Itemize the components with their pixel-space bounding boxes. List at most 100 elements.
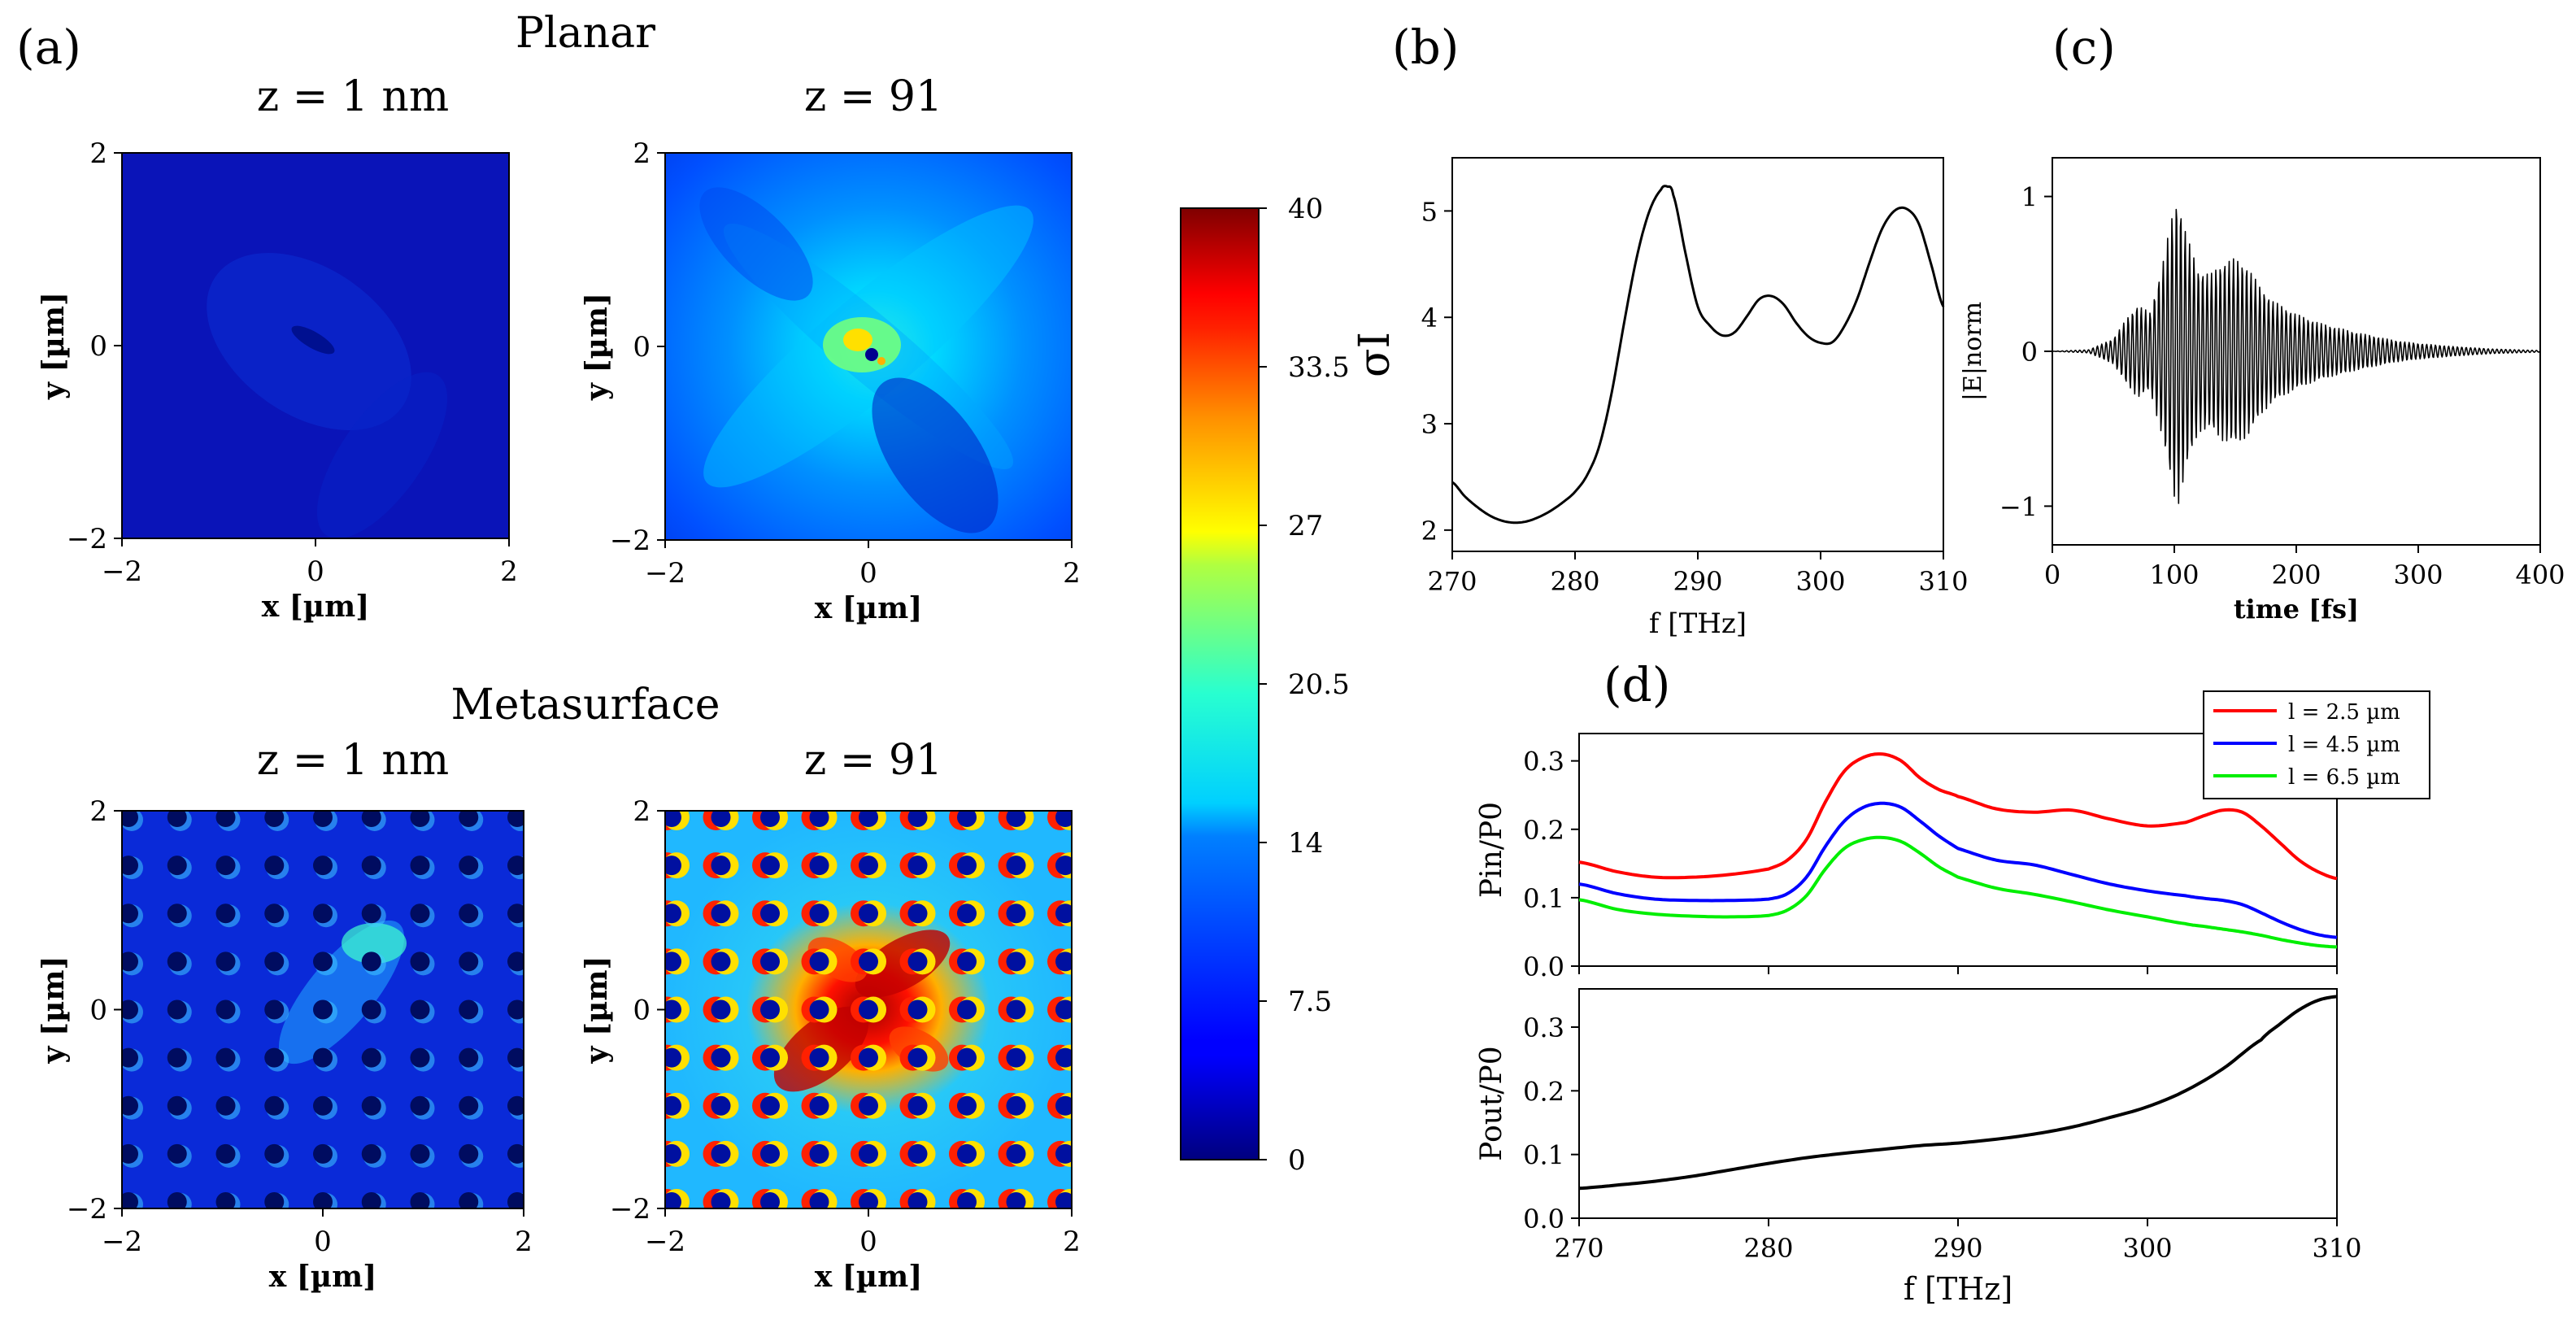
hole	[507, 999, 524, 1020]
hole	[1006, 903, 1026, 924]
map-planar-low	[122, 153, 509, 538]
x-axis-label: f [THz]	[1649, 607, 1747, 640]
hole	[215, 999, 236, 1020]
y-axis-label-top: Pin/P0	[1475, 802, 1508, 898]
x-tick-label: 300	[2122, 1233, 2172, 1264]
y-tick-label: 0	[633, 331, 651, 364]
hole	[215, 903, 236, 924]
hole	[957, 1192, 977, 1208]
hole	[215, 1192, 236, 1208]
hole	[410, 903, 430, 924]
hole	[957, 811, 977, 827]
hole	[809, 1143, 829, 1164]
hole	[361, 1095, 381, 1116]
hole	[167, 1095, 187, 1116]
y-tick-label: 0.2	[1523, 815, 1564, 846]
y-axis-label-bottom: Pout/P0	[1475, 1046, 1508, 1160]
hole	[167, 856, 187, 876]
hole	[957, 999, 977, 1020]
hole	[907, 1095, 928, 1116]
x-tick-label: 270	[1427, 566, 1477, 597]
y-axis-label: y [µm]	[37, 292, 71, 400]
hole	[264, 1143, 285, 1164]
hole	[410, 856, 430, 876]
y-axis-label: y [µm]	[37, 956, 71, 1065]
hole	[760, 1047, 780, 1068]
hole	[957, 903, 977, 924]
metasurface-title: Metasurface	[450, 681, 720, 729]
hole	[859, 811, 878, 827]
plot-frame	[1451, 157, 1944, 552]
y-tick-label: 0.1	[1523, 1140, 1564, 1171]
hole	[760, 999, 780, 1020]
hole	[313, 1143, 333, 1164]
hole	[907, 1143, 928, 1164]
hole	[167, 1143, 187, 1164]
x-tick-label: 290	[1933, 1233, 1982, 1264]
hole	[313, 999, 333, 1020]
y-tick-label: 0.1	[1523, 883, 1564, 914]
hole	[410, 1095, 430, 1116]
hole	[264, 999, 285, 1020]
y-tick-label: 3	[1421, 409, 1438, 440]
hole	[957, 1095, 977, 1116]
x-tick-label: 280	[1550, 566, 1599, 597]
hole	[264, 811, 285, 827]
x-tick-label: 290	[1673, 566, 1722, 597]
y-tick-label: 0	[89, 330, 107, 363]
hole	[665, 1047, 681, 1068]
hole	[711, 1192, 731, 1208]
panel-label-b: (b)	[1392, 20, 1459, 75]
panel-label-d: (d)	[1603, 657, 1670, 712]
sigma-line	[1451, 185, 1945, 525]
hole	[122, 903, 138, 924]
hole	[1006, 811, 1026, 827]
y-tick-label: 5	[1421, 196, 1438, 227]
plot-frame	[1578, 988, 2338, 1219]
y-tick-label: 0.0	[1523, 1204, 1564, 1234]
colorbar-tick-label: 7.5	[1288, 986, 1332, 1018]
hole	[507, 1047, 524, 1068]
hole	[215, 856, 236, 876]
hole	[459, 811, 479, 827]
hole	[410, 999, 430, 1020]
hole	[459, 999, 479, 1020]
y-tick-label: 0	[633, 995, 651, 1027]
map-title-meta-low: z = 1 nm	[257, 736, 449, 785]
x-tick-label: −2	[102, 1226, 142, 1258]
hole	[665, 999, 681, 1020]
hole	[711, 811, 731, 827]
colorbar: 40 33.5 27 20.5 14 7.5 0	[1180, 193, 1350, 1177]
hole	[907, 856, 928, 876]
hole	[760, 811, 780, 827]
hole	[665, 856, 681, 876]
hole	[122, 1047, 138, 1068]
hole	[760, 1095, 780, 1116]
pin-series-0	[1578, 752, 2338, 881]
hole	[313, 1047, 333, 1068]
x-tick-label: 2	[1063, 557, 1081, 590]
hole	[361, 856, 381, 876]
hole	[1055, 1143, 1072, 1164]
chart-b: 270 280 290 300 310 2 3 4 5 f [THz] σI	[1351, 157, 1969, 640]
hole	[507, 1143, 524, 1164]
hole	[264, 1095, 285, 1116]
hole	[459, 856, 479, 876]
map-planar-high	[665, 153, 1072, 540]
map-meta-high	[665, 811, 1072, 1208]
pin-series-1	[1578, 801, 2338, 939]
x-axis-label: x [µm]	[269, 1260, 377, 1294]
y-tick-label: −2	[610, 1193, 651, 1226]
hole	[665, 1192, 681, 1208]
hole	[313, 1192, 333, 1208]
x-tick-label: 2	[515, 1226, 533, 1258]
hole	[313, 951, 333, 972]
x-tick-label: 280	[1743, 1233, 1793, 1264]
hole	[507, 856, 524, 876]
y-tick-label: 0.3	[1523, 1012, 1564, 1043]
hole	[264, 903, 285, 924]
hole	[859, 903, 878, 924]
hole	[859, 1192, 878, 1208]
hole	[459, 1192, 479, 1208]
hole	[665, 903, 681, 924]
